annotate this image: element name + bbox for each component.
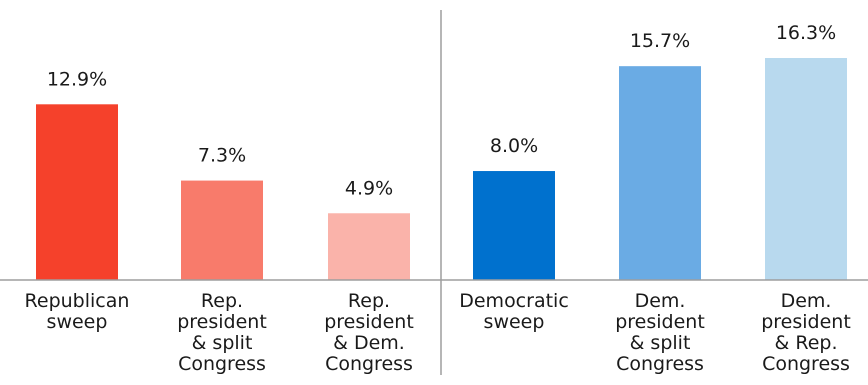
category-label-line: sweep — [47, 311, 108, 333]
category-label-line: Democratic — [459, 290, 569, 312]
category-label-line: president — [177, 311, 267, 333]
value-labels-group: 12.9% 7.3% 4.9% 8.0% 15.7% 16.3% — [47, 22, 836, 199]
category-label-line: Congress — [178, 353, 266, 375]
bar-1 — [36, 104, 118, 280]
category-label-line: president — [761, 311, 851, 333]
category-label-2: Rep. president & split Congress — [177, 290, 267, 375]
bar-5 — [619, 66, 701, 280]
category-label-line: Congress — [325, 353, 413, 375]
category-label-line: & Rep. — [775, 332, 838, 354]
category-label-line: & Dem. — [333, 332, 405, 354]
category-label-line: Dem. — [781, 290, 832, 312]
category-label-line: president — [324, 311, 414, 333]
category-label-line: sweep — [484, 311, 545, 333]
category-label-1: Republican sweep — [25, 290, 130, 333]
bar-2 — [181, 180, 263, 280]
bar-3 — [328, 213, 410, 280]
value-label-3: 4.9% — [345, 177, 393, 199]
category-label-line: Rep. — [348, 290, 390, 312]
category-label-line: Congress — [762, 353, 850, 375]
category-label-line: & split — [630, 332, 691, 354]
category-label-6: Dem. president & Rep. Congress — [761, 290, 851, 375]
category-label-3: Rep. president & Dem. Congress — [324, 290, 414, 375]
category-label-line: president — [615, 311, 705, 333]
value-label-1: 12.9% — [47, 68, 107, 90]
bar-4 — [473, 171, 555, 280]
value-label-4: 8.0% — [490, 135, 538, 157]
category-label-line: & split — [192, 332, 253, 354]
bars-group — [36, 58, 847, 280]
category-label-line: Dem. — [635, 290, 686, 312]
value-label-2: 7.3% — [198, 145, 246, 167]
category-label-5: Dem. president & split Congress — [615, 290, 705, 375]
value-label-6: 16.3% — [776, 22, 836, 44]
category-label-line: Republican — [25, 290, 130, 312]
category-label-line: Congress — [616, 353, 704, 375]
bar-6 — [765, 58, 847, 280]
category-label-line: Rep. — [201, 290, 243, 312]
category-label-4: Democratic sweep — [459, 290, 569, 333]
value-label-5: 15.7% — [630, 30, 690, 52]
